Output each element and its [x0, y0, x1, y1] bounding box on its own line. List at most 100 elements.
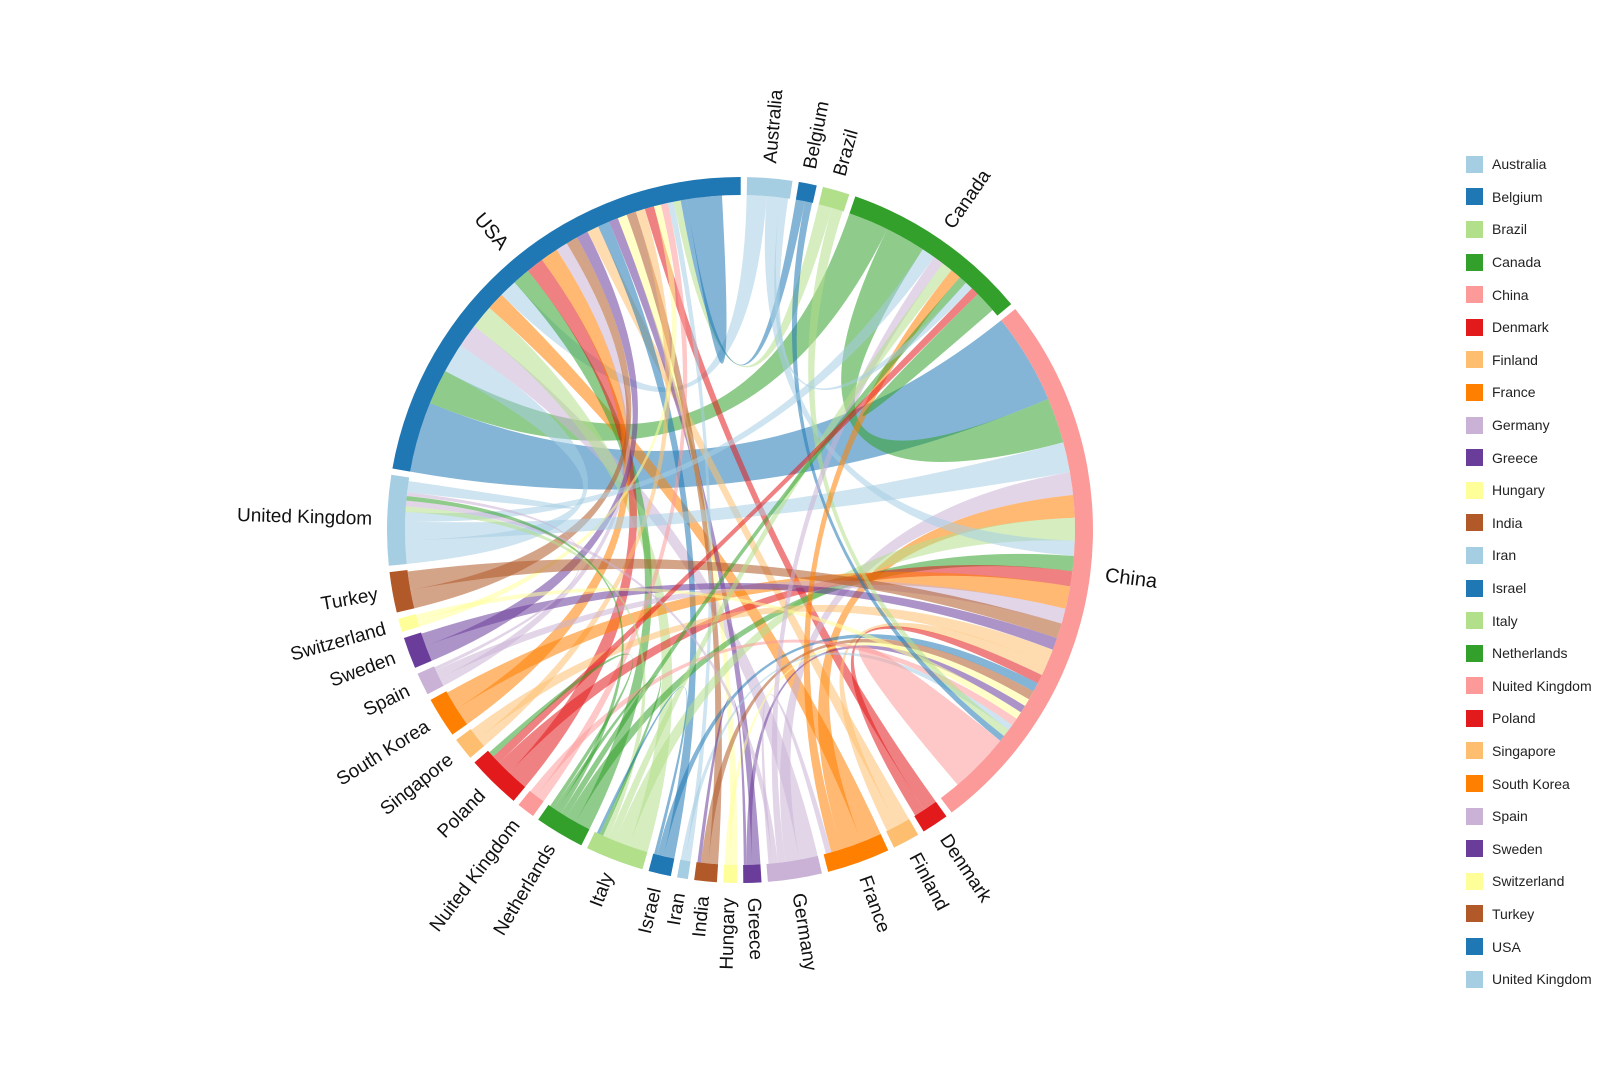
legend-item: Netherlands: [1466, 637, 1616, 670]
legend-item: Iran: [1466, 539, 1616, 572]
arc-italy: [587, 831, 648, 870]
legend-label: USA: [1492, 938, 1521, 955]
legend-item: Turkey: [1466, 898, 1616, 931]
ribbon-china-turkey: [407, 558, 1062, 639]
legend-swatch: [1466, 775, 1483, 793]
ribbon-china-united-kingdom: [405, 442, 1070, 541]
legend-swatch: [1466, 220, 1483, 238]
legend-label: India: [1492, 514, 1523, 531]
legend-swatch: [1466, 709, 1483, 727]
chord-diagram: Australia BelgiumBrazilCanadaChinaDenmark…: [237, 88, 1160, 972]
ribbon-usa-usa: [686, 195, 727, 364]
legend-item: Canada: [1466, 246, 1616, 279]
ribbon-india-greece: [697, 696, 747, 865]
legend-item: Poland: [1466, 702, 1616, 735]
legend-label: Poland: [1492, 710, 1536, 727]
ribbon-usa-united-kingdom: [405, 345, 588, 564]
label-sweden: Sweden: [327, 648, 399, 692]
ribbon-poland-netherlands: [489, 653, 634, 809]
label-israel: Israel: [635, 886, 666, 936]
legend-swatch: [1466, 449, 1483, 467]
legend-item: Belgium: [1466, 181, 1616, 214]
legend-item: Greece: [1466, 441, 1616, 474]
ribbon-united-kingdom-united-kingdom: [407, 480, 574, 509]
legend-swatch: [1466, 286, 1483, 304]
legend-item: India: [1466, 507, 1616, 540]
arc-netherlands: [538, 804, 590, 846]
ribbon-italy-israel: [596, 686, 688, 855]
legend-item: Israel: [1466, 572, 1616, 605]
ribbon-china-south-korea: [447, 571, 1071, 709]
legend-swatch: [1466, 546, 1483, 564]
legend-label: Iran: [1492, 547, 1517, 564]
legend-item: USA: [1466, 930, 1616, 963]
arc-sweden: [403, 632, 432, 668]
legend-label: Greece: [1492, 449, 1538, 466]
legend-label: Switzerland: [1492, 873, 1565, 890]
ribbon-china-belgium: [791, 201, 1005, 741]
label-brazil: Brazil: [830, 127, 863, 178]
arc-israel: [648, 853, 675, 877]
legend-item: Brazil: [1466, 213, 1616, 246]
legend: Australia Belgium Brazil Canada China Denmark…: [1466, 148, 1616, 995]
ribbon-china-france: [818, 494, 1075, 850]
arc-usa: [392, 177, 741, 472]
arc-greece: [743, 864, 762, 883]
ribbon-usa-italy: [474, 307, 673, 852]
arc-singapore: [456, 729, 485, 758]
label-hungary: Hungary: [717, 897, 740, 970]
legend-label: Denmark: [1492, 319, 1549, 336]
legend-label: Australia: [1492, 156, 1547, 173]
legend-swatch: [1466, 677, 1483, 695]
arc-spain: [417, 666, 444, 695]
label-usa: USA: [470, 209, 514, 255]
legend-swatch: [1466, 970, 1483, 988]
chord-ribbons: [405, 195, 1075, 865]
ribbon-china-sweden: [421, 582, 1058, 650]
legend-label: Hungary: [1492, 482, 1545, 499]
ribbon-china-brazil: [808, 207, 1009, 737]
legend-swatch: [1466, 253, 1483, 271]
arc-switzerland: [398, 614, 420, 632]
label-turkey: Turkey: [319, 584, 380, 615]
ribbon-china-china: [858, 645, 1001, 785]
legend-item: Nuited Kingdom: [1466, 670, 1616, 703]
legend-label: France: [1492, 384, 1536, 401]
legend-item: Sweden: [1466, 832, 1616, 865]
legend-swatch: [1466, 514, 1483, 532]
legend-label: Brazil: [1492, 221, 1528, 238]
label-france: France: [854, 873, 894, 936]
label-canada: Canada: [940, 166, 995, 233]
legend-item: Spain: [1466, 800, 1616, 833]
ribbon-usa-sweden: [425, 231, 638, 661]
label-poland: Poland: [434, 786, 490, 843]
label-spain: Spain: [360, 681, 413, 721]
legend-label: Canada: [1492, 254, 1542, 271]
legend-item: Australia: [1466, 148, 1616, 181]
legend-item: Germany: [1466, 409, 1616, 442]
ribbon-usa-singapore: [478, 208, 671, 747]
arc-turkey: [389, 569, 415, 613]
legend-label: Germany: [1492, 417, 1550, 434]
legend-swatch: [1466, 351, 1483, 369]
ribbon-canada-france: [803, 270, 960, 853]
group-arcs: [387, 177, 1093, 883]
legend-label: Italy: [1492, 612, 1518, 629]
legend-label: Finland: [1492, 351, 1538, 368]
legend-item: United Kingdom: [1466, 963, 1616, 996]
legend-label: Belgium: [1492, 188, 1543, 205]
legend-swatch: [1466, 416, 1483, 434]
arc-united-kingdom: [387, 474, 410, 566]
arc-australia: [746, 177, 793, 199]
label-india: India: [689, 895, 714, 938]
arc-south-korea: [430, 691, 468, 735]
legend-swatch: [1466, 188, 1483, 206]
legend-swatch: [1466, 318, 1483, 336]
label-united-kingdom: United Kingdom: [237, 505, 373, 530]
arc-canada: [849, 196, 1012, 316]
label-belgium: Belgium: [800, 99, 834, 170]
legend-swatch: [1466, 644, 1483, 662]
ribbon-usa-spain: [439, 243, 631, 686]
legend-label: Turkey: [1492, 905, 1535, 922]
legend-label: Spain: [1492, 808, 1528, 825]
